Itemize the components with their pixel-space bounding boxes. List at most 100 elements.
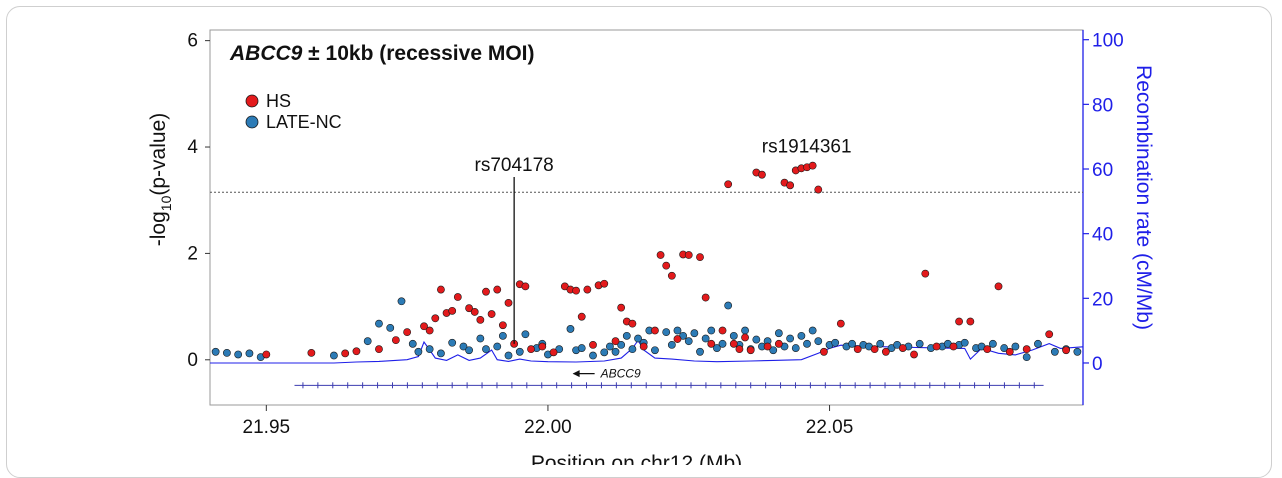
late-nc-point [1000, 344, 1009, 352]
late-nc-point [797, 331, 806, 340]
late-nc-point [482, 345, 490, 354]
rs704178-label: rs704178 [475, 155, 554, 176]
hs-point [994, 282, 1003, 291]
hs-point [420, 322, 428, 331]
y-right-tick-label: 40 [1092, 225, 1113, 246]
hs-point [448, 306, 457, 315]
hs-point [662, 261, 671, 270]
hs-point [910, 350, 918, 359]
hs-point [774, 339, 783, 348]
late-nc-point [605, 342, 614, 351]
hs-point [718, 326, 727, 335]
hs-point [375, 345, 383, 354]
late-nc-point [566, 325, 575, 333]
late-nc-point [211, 347, 220, 356]
late-nc-point [476, 334, 485, 343]
hs-point [498, 321, 507, 330]
late-nc-point [848, 339, 856, 348]
y-left-tick-label: 2 [187, 243, 198, 264]
hs-point [453, 293, 462, 301]
hs-point [600, 279, 609, 288]
late-nc-point [515, 347, 524, 356]
hs-point [881, 347, 890, 356]
hs-point [493, 285, 502, 294]
late-nc-point [690, 329, 699, 338]
hs-point [617, 303, 626, 312]
y-left-tick-label: 6 [187, 31, 198, 52]
labels-layer: ABCC9 ± 10kb (recessive MOI) -log10(p-val… [147, 42, 1155, 465]
hs-point [724, 180, 733, 189]
x-tick-label: 21.95 [243, 417, 291, 438]
hs-point [667, 271, 676, 280]
late-nc-point [741, 326, 749, 335]
hs-point [465, 304, 473, 313]
points-layer [211, 161, 1082, 362]
gene-label: ABCC9 [600, 367, 641, 381]
late-nc-point [673, 326, 682, 335]
hs-point [758, 170, 766, 179]
late-nc-point [386, 323, 395, 332]
late-nc-point [724, 301, 733, 310]
late-nc-point [662, 328, 671, 337]
late-nc-point [589, 351, 597, 360]
y-left-tick-label: 0 [187, 350, 198, 371]
hs-point [589, 340, 597, 349]
hs-point [1005, 347, 1014, 356]
late-nc-point [701, 334, 710, 343]
hs-point [549, 348, 558, 357]
late-nc-point [408, 339, 417, 348]
late-nc-point [988, 339, 997, 348]
hs-point [341, 349, 350, 358]
hs-point [983, 345, 992, 354]
hs-point [527, 345, 535, 354]
late-nc-point [667, 340, 676, 349]
chart-title-rest: ± 10kb (recessive MOI) [302, 42, 534, 65]
late-nc-point [493, 342, 502, 351]
late-nc-point [622, 331, 631, 340]
late-nc-point [504, 351, 513, 360]
late-nc-point [915, 339, 924, 348]
hs-point [538, 342, 547, 351]
late-nc-point [696, 347, 704, 356]
late-nc-point [814, 337, 823, 346]
hs-point [741, 333, 749, 342]
hs-point [1062, 346, 1071, 355]
chart-title-gene: ABCC9 [229, 42, 303, 65]
recombination-rate-line [210, 339, 1084, 364]
late-nc-point [791, 344, 800, 352]
hs-point [870, 345, 879, 354]
late-nc-point [222, 348, 231, 357]
hs-point [814, 185, 823, 194]
late-nc-point [330, 351, 338, 360]
y-label-prefix: -log [147, 211, 170, 246]
hs-point [735, 345, 744, 354]
hs-point [656, 251, 665, 259]
late-nc-point [808, 326, 817, 335]
late-nc-point [628, 345, 637, 354]
late-nc-point [465, 346, 473, 355]
hs-point [729, 339, 738, 348]
rs1914361-label: rs1914361 [762, 136, 852, 157]
hs-point [437, 285, 445, 294]
hs-point [482, 287, 490, 296]
late-nc-point [1022, 353, 1031, 362]
chart-title: ABCC9 ± 10kb (recessive MOI) [229, 42, 534, 65]
hs-point [684, 251, 693, 259]
y-right-tick-label: 20 [1092, 289, 1113, 310]
annotation-layer: rs704178 rs1914361 [475, 136, 852, 344]
late-nc-point [363, 337, 372, 346]
hs-legend-label: HS [266, 91, 291, 111]
hs-point [352, 347, 361, 356]
x-tick-label: 22.05 [806, 417, 854, 438]
late-nc-point [876, 339, 885, 348]
late-nc-point [634, 334, 642, 343]
hs-point [696, 253, 704, 262]
late-nc-point [245, 349, 254, 358]
hs-point [808, 161, 817, 170]
hs-point [470, 308, 479, 316]
hs-point [425, 326, 434, 335]
late-nc-point [498, 331, 507, 340]
